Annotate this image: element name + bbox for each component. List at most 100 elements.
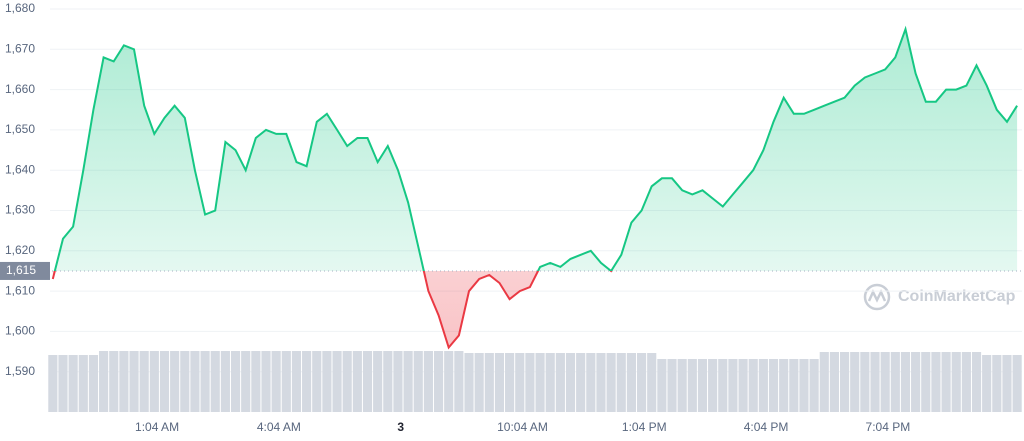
x-tick-label: 1:04 AM <box>135 420 179 434</box>
volume-bar <box>230 351 241 412</box>
volume-bar <box>342 351 352 412</box>
volume-bar <box>748 359 758 412</box>
volume-bar <box>505 353 515 412</box>
volume-bar <box>180 351 190 412</box>
volume-bar <box>586 353 596 412</box>
x-tick-label: 3 <box>397 420 404 434</box>
volume-bar <box>758 359 768 412</box>
volume-bar <box>302 351 312 412</box>
volume-bar <box>78 355 88 412</box>
volume-bar <box>271 351 281 412</box>
volume-bar <box>555 353 565 412</box>
volume-bar <box>48 355 58 412</box>
x-tick-label: 10:04 AM <box>497 420 548 434</box>
volume-bar <box>667 359 677 412</box>
volume-bar <box>809 359 819 412</box>
y-tick-label: 1,610 <box>5 283 35 297</box>
volume-bar <box>99 351 109 412</box>
y-tick-label: 1,590 <box>5 364 35 378</box>
volume-bar <box>779 359 789 412</box>
volume-bar <box>921 352 931 412</box>
volume-bar <box>251 351 261 412</box>
y-tick-label: 1,640 <box>5 162 35 176</box>
x-tick-label: 4:04 PM <box>744 420 789 434</box>
volume-bar <box>880 352 890 412</box>
volume-bar <box>139 351 149 412</box>
volume-bar <box>220 351 230 412</box>
volume-bar <box>281 351 291 412</box>
x-tick-label: 1:04 PM <box>622 420 667 434</box>
volume-bar <box>626 353 636 412</box>
volume-bar <box>657 359 667 412</box>
volume-bar <box>261 351 271 412</box>
volume-bar <box>444 351 454 412</box>
volume-bar <box>789 359 799 412</box>
volume-bar <box>423 351 433 412</box>
volume-bar <box>210 351 220 412</box>
volume-bar <box>494 353 505 412</box>
volume-bar <box>454 351 464 412</box>
volume-bar <box>941 352 951 412</box>
volume-bar <box>149 351 159 412</box>
volume-bar <box>606 353 616 412</box>
volume-bar <box>697 359 708 412</box>
volume-bar <box>322 351 332 412</box>
volume-bar <box>860 352 870 412</box>
volume-bar <box>58 355 68 412</box>
volume-bar <box>170 351 180 412</box>
price-line-up <box>53 25 1018 271</box>
volume-bar <box>687 359 697 412</box>
watermark: CoinMarketCap <box>863 283 1016 311</box>
volume-bar <box>464 353 474 412</box>
volume-bar <box>515 353 525 412</box>
volume-bar <box>870 352 880 412</box>
watermark-logo-mark <box>867 289 887 303</box>
volume-bar <box>768 359 779 412</box>
volume-bar <box>565 353 576 412</box>
volume-bar <box>1012 355 1022 412</box>
volume-bar <box>109 351 119 412</box>
volume-bar <box>718 359 728 412</box>
volume-bar <box>738 359 748 412</box>
volume-bar <box>403 351 413 412</box>
volume-bar <box>383 351 393 412</box>
volume-bar <box>728 359 738 412</box>
x-tick-label: 4:04 AM <box>257 420 301 434</box>
volume-bar <box>129 351 139 412</box>
volume-bar <box>636 353 647 412</box>
volume-bar <box>433 351 444 412</box>
volume-bar <box>839 352 850 412</box>
volume-bar <box>352 351 362 412</box>
volume-bar <box>332 351 342 412</box>
y-tick-label: 1,600 <box>5 324 35 338</box>
reference-label-box <box>0 261 50 280</box>
volume-bar <box>119 351 129 412</box>
volume-bar <box>535 353 545 412</box>
volume-bar <box>241 351 251 412</box>
volume-bar <box>373 351 383 412</box>
y-tick-label: 1,680 <box>5 1 35 15</box>
volume-bar <box>931 352 941 412</box>
watermark-logo <box>863 283 891 311</box>
volume-bar <box>961 352 971 412</box>
volume-bar <box>576 353 586 412</box>
volume-bar <box>525 353 535 412</box>
volume-bar <box>1002 355 1012 412</box>
volume-bar <box>677 359 687 412</box>
volume-bar <box>911 352 921 412</box>
volume-bar <box>992 355 1002 412</box>
volume-bar <box>545 353 555 412</box>
area-up <box>52 29 1018 271</box>
y-tick-label: 1,620 <box>5 243 35 257</box>
y-tick-label: 1,630 <box>5 203 35 217</box>
volume-bar <box>951 352 961 412</box>
volume-bar <box>362 351 373 412</box>
volume-bar <box>484 353 494 412</box>
volume-bar <box>890 352 900 412</box>
volume-bar <box>200 351 210 412</box>
volume-bar <box>799 359 809 412</box>
volume-bar <box>159 351 170 412</box>
price-line-down <box>51 270 613 350</box>
reference-label: 1,615 <box>6 263 36 277</box>
watermark-text: CoinMarketCap <box>898 288 1016 305</box>
